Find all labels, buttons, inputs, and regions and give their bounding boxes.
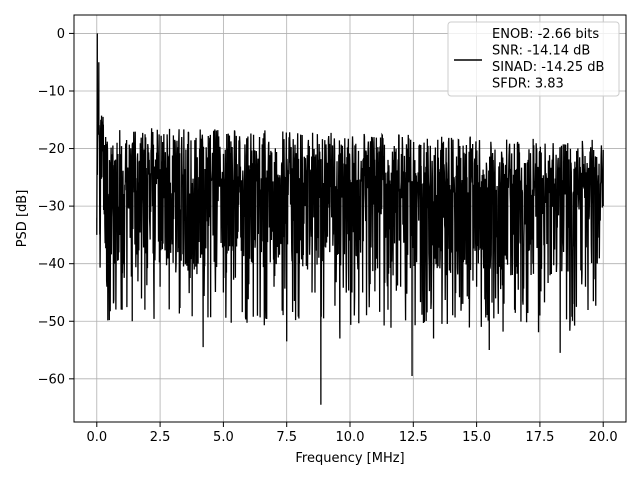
y-tick-label: −40 xyxy=(38,257,65,272)
x-tick-label: 10.0 xyxy=(336,430,365,445)
legend: ENOB: -2.66 bits SNR: -14.14 dB SINAD: -… xyxy=(447,21,620,97)
x-tick-label: 12.5 xyxy=(399,430,428,445)
x-tick-label: 20.0 xyxy=(589,430,618,445)
legend-sinad: SINAD: -14.25 dB xyxy=(492,60,604,75)
y-tick-label: −10 xyxy=(38,84,65,99)
legend-snr: SNR: -14.14 dB xyxy=(492,44,590,59)
x-axis-label: Frequency [MHz] xyxy=(295,451,404,466)
ticks: 0.0 2.5 5.0 7.5 10.0 12.5 15.0 17.5 20.0 0 −10 −20 −… xyxy=(38,27,618,445)
y-tick-label: −60 xyxy=(38,372,65,387)
legend-box xyxy=(447,21,620,97)
x-tick-label: 15.0 xyxy=(462,430,491,445)
y-tick-label: 0 xyxy=(57,27,65,42)
y-axis-label: PSD [dB] xyxy=(15,190,30,248)
legend-sfdr: SFDR: 3.83 xyxy=(492,77,564,92)
y-tick-label: −20 xyxy=(38,142,65,157)
x-tick-label: 5.0 xyxy=(213,430,234,445)
psd-series-line xyxy=(96,33,604,405)
legend-enob: ENOB: -2.66 bits xyxy=(492,27,599,42)
x-tick-label: 7.5 xyxy=(276,430,297,445)
y-tick-label: −50 xyxy=(38,315,65,330)
y-tick-label: −30 xyxy=(38,200,65,215)
x-tick-label: 0.0 xyxy=(86,430,107,445)
series-layer xyxy=(96,33,604,405)
x-tick-label: 17.5 xyxy=(525,430,554,445)
x-tick-label: 2.5 xyxy=(150,430,171,445)
